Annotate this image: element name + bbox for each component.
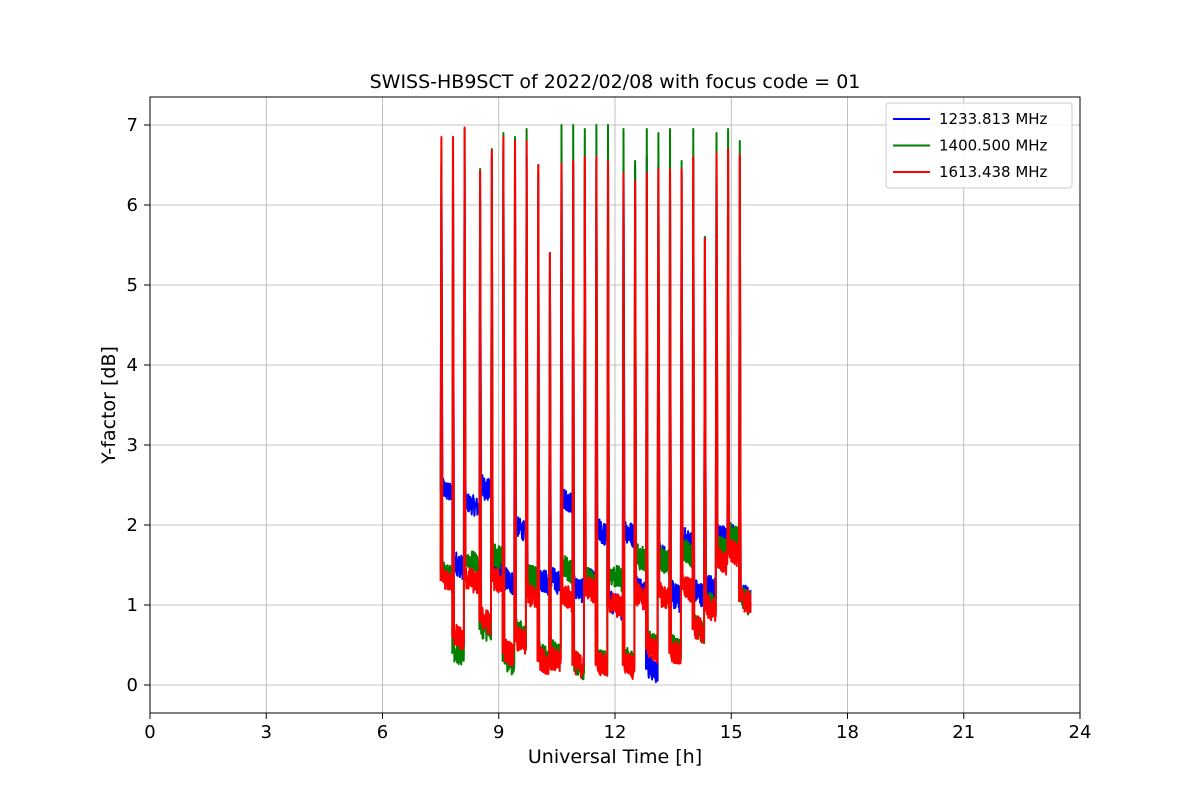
- y-tick-label: 5: [127, 275, 138, 296]
- y-tick-label: 6: [127, 195, 138, 216]
- legend-entry-label: 1400.500 MHz: [939, 137, 1048, 155]
- y-tick-label: 7: [127, 115, 138, 136]
- x-tick-label: 15: [720, 722, 743, 743]
- y-tick-label: 3: [127, 435, 138, 456]
- x-tick-label: 6: [377, 722, 388, 743]
- x-axis-label: Universal Time [h]: [528, 746, 702, 768]
- y-tick-label: 1: [127, 595, 138, 616]
- y-axis: 0 1 2 3 4 5 6 7: [127, 115, 150, 696]
- x-tick-label: 0: [144, 722, 155, 743]
- x-tick-label: 21: [952, 722, 975, 743]
- x-tick-label: 24: [1069, 722, 1092, 743]
- y-axis-label: Y-factor [dB]: [98, 346, 120, 465]
- x-axis: 0 3 6 9 12 15 18 21 24: [144, 713, 1091, 743]
- chart-title: SWISS-HB9SCT of 2022/02/08 with focus co…: [370, 71, 861, 93]
- x-tick-label: 18: [836, 722, 859, 743]
- series-layer: [439, 124, 752, 684]
- legend-entry-label: 1233.813 MHz: [939, 110, 1048, 128]
- legend-entry-label: 1613.438 MHz: [939, 163, 1048, 181]
- x-tick-label: 3: [261, 722, 272, 743]
- y-tick-label: 4: [127, 355, 138, 376]
- y-tick-label: 0: [127, 675, 138, 696]
- x-tick-label: 12: [604, 722, 627, 743]
- y-tick-label: 2: [127, 515, 138, 536]
- series-line: [439, 126, 752, 680]
- legend: 1233.813 MHz 1400.500 MHz 1613.438 MHz: [885, 102, 1073, 189]
- x-tick-label: 9: [493, 722, 504, 743]
- legend-box: [885, 102, 1073, 189]
